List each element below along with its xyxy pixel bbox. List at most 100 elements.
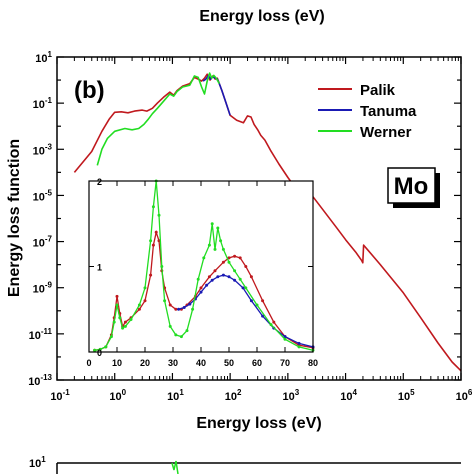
inset-point-palik bbox=[213, 269, 217, 273]
inset-y-tick-labels: 0 1 2 bbox=[97, 177, 102, 358]
series-line-palik bbox=[73, 73, 462, 372]
inset-point-werner bbox=[196, 277, 200, 281]
inset-point-werner bbox=[137, 303, 141, 307]
inset-point-tanuma bbox=[241, 286, 245, 290]
inset-point-palik bbox=[174, 307, 178, 311]
inset-point-werner bbox=[283, 337, 287, 341]
bottom-panel-fragment: 101 bbox=[29, 455, 461, 474]
inset-x-tick-label: 80 bbox=[308, 358, 318, 368]
inset-point-werner bbox=[129, 318, 133, 321]
element-box-frame bbox=[387, 167, 436, 204]
inset-point-tanuma bbox=[283, 335, 287, 339]
inset-point-palik bbox=[115, 294, 119, 298]
y-tick-label: 10-5 bbox=[33, 188, 53, 203]
legend-label-werner: Werner bbox=[360, 124, 412, 141]
inset-point-werner bbox=[115, 303, 119, 307]
inset-point-palik bbox=[168, 303, 172, 307]
bottom-y-tick-label: 101 bbox=[29, 455, 46, 470]
inset-x-tick-label: 40 bbox=[196, 358, 206, 368]
inset-point-tanuma bbox=[188, 302, 192, 306]
inset-point-werner bbox=[151, 205, 155, 209]
inset-point-tanuma bbox=[297, 341, 301, 345]
inset-point-palik bbox=[143, 299, 147, 303]
x-tick-label: 100 bbox=[109, 388, 126, 403]
inset-point-werner bbox=[238, 277, 242, 281]
inset-series-line-werner bbox=[94, 180, 314, 351]
element-box: Mo bbox=[387, 167, 440, 208]
legend-label-palik: Palik bbox=[360, 82, 396, 99]
inset-point-werner bbox=[160, 265, 164, 268]
inset-point-palik bbox=[249, 275, 253, 279]
inset-y-tick-label: 1 bbox=[97, 263, 102, 273]
inset-point-werner bbox=[207, 243, 211, 247]
inset-point-werner bbox=[210, 222, 214, 226]
inset-point-werner bbox=[213, 247, 217, 251]
inset-point-werner bbox=[233, 269, 237, 273]
inset-chart: 0 10 20 30 40 50 60 70 80 0 1 2 bbox=[86, 177, 318, 368]
series-line-werner bbox=[96, 72, 220, 166]
bottom-panel-curve bbox=[171, 460, 179, 474]
inset-point-tanuma bbox=[205, 283, 209, 287]
inset-point-palik bbox=[272, 320, 276, 324]
inset-point-werner bbox=[191, 307, 195, 311]
inset-point-palik bbox=[238, 256, 242, 260]
inset-point-werner bbox=[121, 326, 125, 330]
inset-x-tick-label: 0 bbox=[86, 358, 91, 368]
x-tick-label: 10-1 bbox=[50, 388, 70, 403]
inset-point-tanuma bbox=[210, 278, 214, 282]
inset-point-werner bbox=[255, 303, 259, 307]
inset-point-tanuma bbox=[182, 306, 186, 309]
inset-y-tick-label: 2 bbox=[97, 177, 102, 187]
y-tick-label: 10-11 bbox=[29, 327, 53, 342]
inset-point-werner bbox=[104, 345, 108, 349]
y-tick-label: 10-13 bbox=[28, 373, 52, 388]
inset-x-tick-label: 10 bbox=[112, 358, 122, 368]
inset-point-tanuma bbox=[177, 307, 181, 311]
y-tick-label: 10-7 bbox=[33, 235, 53, 250]
inset-point-werner bbox=[269, 323, 273, 327]
inset-point-werner bbox=[168, 324, 172, 328]
y-tick-label: 101 bbox=[35, 50, 52, 65]
legend: Palik Tanuma Werner bbox=[318, 82, 417, 141]
inset-point-palik bbox=[154, 230, 158, 234]
inset-point-werner bbox=[216, 226, 220, 230]
inset-point-palik bbox=[261, 299, 265, 303]
inset-axis-ticks bbox=[88, 180, 314, 353]
main-plot-area bbox=[73, 72, 462, 372]
x-tick-label: 106 bbox=[456, 388, 473, 403]
inset-point-palik bbox=[227, 256, 231, 260]
inset-point-werner bbox=[227, 260, 231, 264]
main-ylabel: Energy loss function bbox=[6, 139, 23, 297]
inset-x-tick-labels: 0 10 20 30 40 50 60 70 80 bbox=[86, 358, 318, 368]
inset-point-palik bbox=[151, 243, 155, 247]
inset-x-tick-label: 20 bbox=[140, 358, 150, 368]
inset-point-werner bbox=[297, 345, 301, 349]
inset-point-werner bbox=[174, 333, 178, 337]
inset-y-tick-label: 0 bbox=[97, 348, 102, 358]
inset-point-werner bbox=[244, 286, 248, 290]
element-label: Mo bbox=[394, 173, 429, 200]
inset-point-werner bbox=[123, 324, 127, 328]
top-panel-xlabel: Energy loss (eV) bbox=[199, 8, 324, 25]
inset-x-tick-label: 70 bbox=[280, 358, 290, 368]
inset-point-werner bbox=[143, 286, 147, 290]
inset-point-werner bbox=[109, 335, 113, 339]
inset-point-tanuma bbox=[199, 290, 203, 294]
x-tick-label: 104 bbox=[340, 388, 357, 403]
inset-point-werner bbox=[221, 247, 225, 251]
inset-point-tanuma bbox=[233, 278, 237, 282]
inset-point-werner bbox=[149, 239, 153, 243]
inset-point-werner bbox=[157, 213, 161, 217]
main-axis-ticks bbox=[56, 56, 462, 381]
inset-point-werner bbox=[179, 335, 183, 339]
inset-plot-area bbox=[93, 179, 315, 352]
x-tick-label: 105 bbox=[398, 388, 415, 403]
inset-x-tick-label: 60 bbox=[252, 358, 262, 368]
inset-point-palik bbox=[149, 273, 153, 277]
legend-label-tanuma: Tanuma bbox=[360, 103, 417, 120]
inset-point-werner bbox=[185, 329, 189, 333]
y-tick-label: 10-3 bbox=[33, 142, 53, 157]
inset-point-werner bbox=[163, 299, 167, 303]
y-tick-label: 10-1 bbox=[33, 96, 53, 111]
